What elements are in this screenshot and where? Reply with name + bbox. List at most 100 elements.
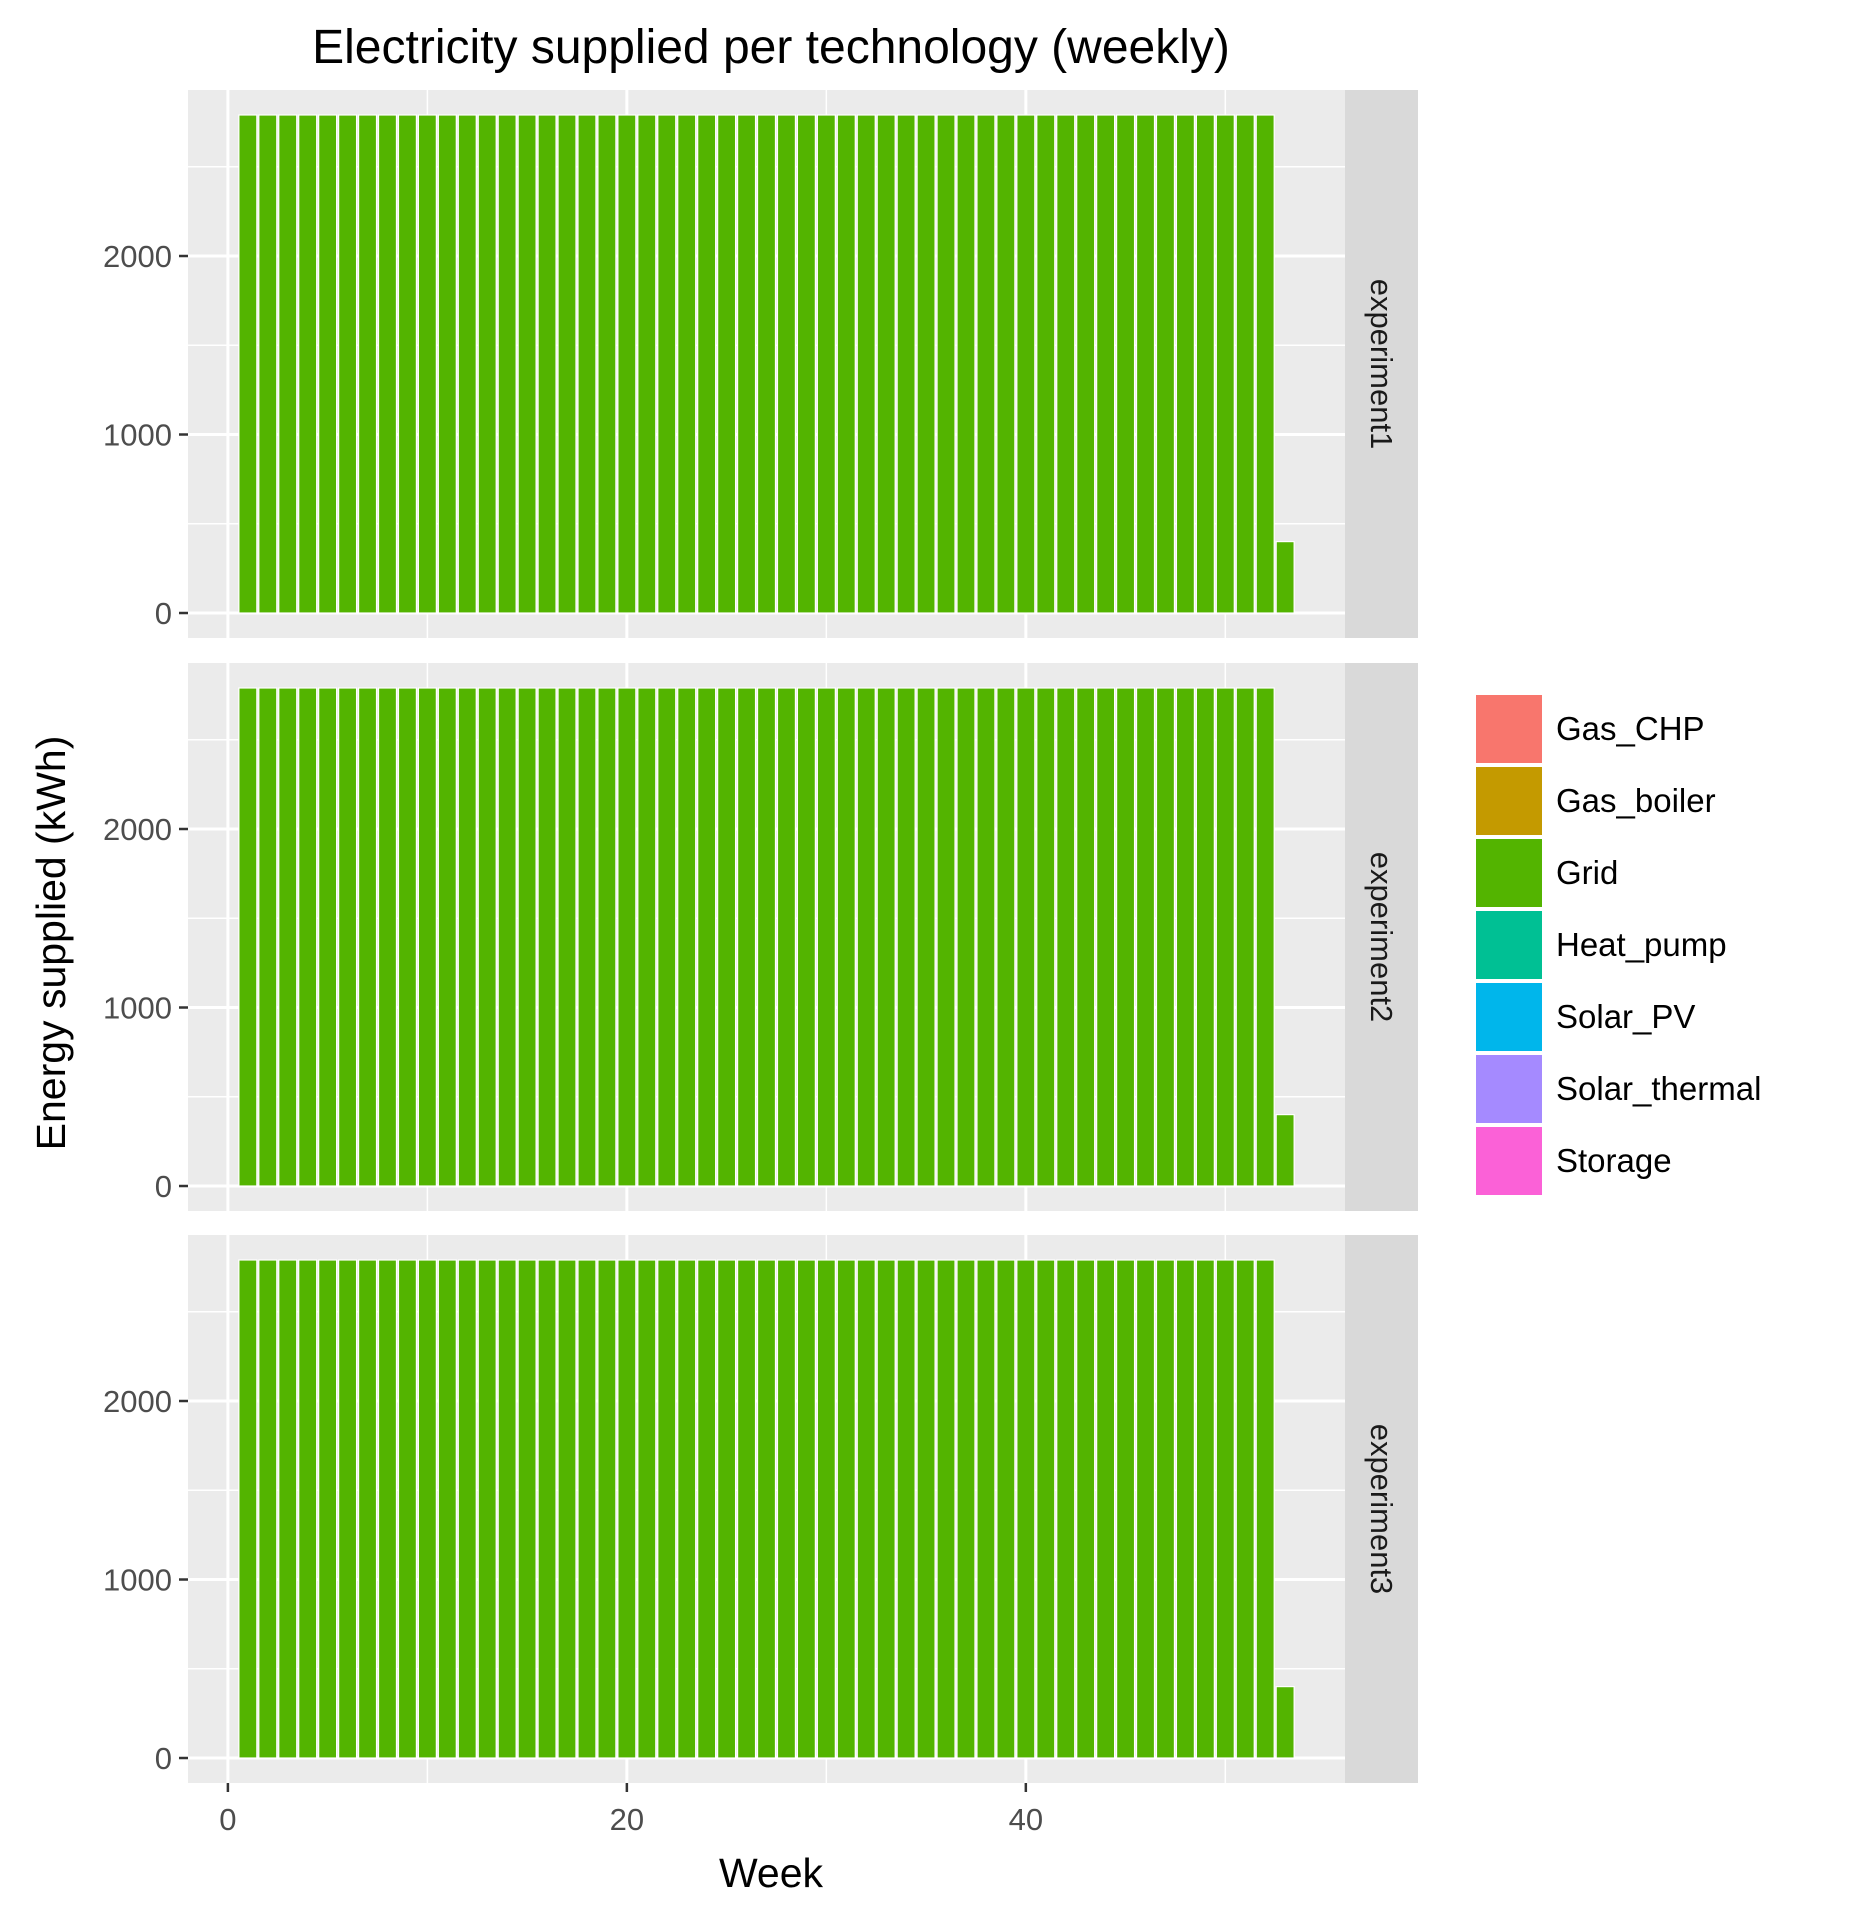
bar [497,687,517,1187]
bar [896,687,916,1187]
bar [1096,687,1116,1187]
x-tick-label: 40 [1009,1802,1043,1837]
bar [1036,1259,1056,1759]
bar [836,1259,856,1759]
bar [876,687,896,1187]
bar [417,687,437,1187]
legend-label: Solar_thermal [1556,1070,1761,1107]
bar [1215,114,1235,614]
bar [1135,687,1156,1187]
legend-label: Gas_CHP [1556,710,1705,747]
bar [697,1259,717,1759]
bar [1215,687,1235,1187]
bar [816,114,836,614]
bar [717,1259,737,1759]
bar [677,687,697,1187]
bar [1016,1259,1036,1759]
bar [457,1259,477,1759]
y-axis-label: Energy supplied (kWh) [28,736,74,1151]
bar [936,1259,956,1759]
y-tick-label: 2000 [103,812,172,847]
bar [597,687,617,1187]
legend-label: Storage [1556,1142,1672,1179]
bar [717,687,737,1187]
bar [996,687,1016,1187]
bar [736,1259,757,1759]
bar [856,114,876,614]
legend-key-gas-chp [1476,695,1542,763]
bar [976,1259,996,1759]
bar [477,114,497,614]
bar [756,1259,777,1759]
bar [537,687,557,1187]
bar [1016,114,1036,614]
bar [796,1259,816,1759]
facet-strip-label: experiment2 [1364,852,1399,1023]
bar [238,114,258,614]
bar [976,114,996,614]
bar [936,687,956,1187]
bar [477,687,497,1187]
bar [1115,1259,1136,1759]
bar [756,687,777,1187]
bar [557,1259,577,1759]
bar [457,114,477,614]
bar [876,1259,896,1759]
bar [776,1259,797,1759]
bar [976,687,996,1187]
bar [856,1259,876,1759]
bar [1155,687,1176,1187]
bar [916,687,936,1187]
bar [457,687,477,1187]
bar [1195,114,1215,614]
y-tick-label: 1000 [103,1563,172,1598]
bar [956,687,976,1187]
bar [1135,114,1156,614]
legend-label: Heat_pump [1556,926,1727,963]
panel-experiment1: 0 1000 2000 experiment1 [103,90,1418,638]
bar [357,1259,378,1759]
chart-title: Electricity supplied per technology (wee… [312,21,1230,74]
bar [657,1259,677,1759]
bar [1235,1259,1255,1759]
bar [617,687,637,1187]
bar [238,687,258,1187]
bar [1076,114,1096,614]
bar [417,114,437,614]
bar [517,1259,537,1759]
bar [357,687,378,1187]
bar [1056,1259,1076,1759]
bar [357,114,378,614]
bar [1036,687,1056,1187]
bar [238,1259,258,1759]
facet-strip [1345,663,1418,1211]
bar [836,114,856,614]
bar [896,114,916,614]
bar [278,114,298,614]
x-axis: 0 20 40 [219,1783,1043,1837]
y-tick-label: 2000 [103,239,172,274]
y-tick-label: 1000 [103,418,172,453]
bar [1056,687,1076,1187]
panel-experiment2: 0 1000 2000 experiment2 [103,663,1418,1211]
bar [318,114,338,614]
bar [1096,114,1116,614]
bar [1115,114,1136,614]
bar [1255,1259,1275,1759]
bar [1275,1114,1295,1187]
bar [717,114,737,614]
bar [697,114,717,614]
bar [637,1259,657,1759]
facet-strip-label: experiment1 [1364,279,1399,450]
bar [517,687,537,1187]
bar [697,687,717,1187]
bar [1076,687,1096,1187]
bar [736,114,757,614]
bar [1135,1259,1156,1759]
bar [736,687,757,1187]
bar [1195,687,1215,1187]
bar [796,687,816,1187]
bar [916,114,936,614]
bar [1235,114,1255,614]
bar [617,1259,637,1759]
